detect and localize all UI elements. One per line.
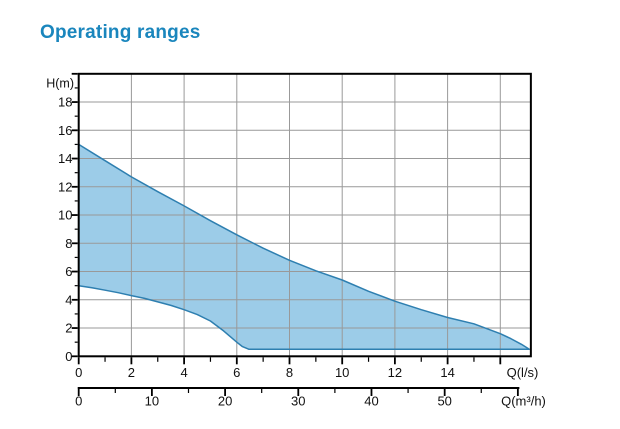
x-ls-tick-label: 10: [335, 365, 349, 380]
x-ls-tick-label: 4: [180, 365, 187, 380]
y-tick-label: 0: [65, 349, 72, 364]
operating-range-region: [78, 144, 530, 350]
y-tick-label: 12: [58, 179, 72, 194]
x-m3h-tick-label: 40: [364, 394, 378, 409]
x-m3h-tick-label: 30: [291, 394, 305, 409]
x-ls-tick-label: 8: [286, 365, 293, 380]
y-tick-label: 8: [65, 236, 72, 251]
y-tick-label: 2: [65, 321, 72, 336]
plot-border: [77, 72, 532, 358]
x-ls-tick-label: 14: [440, 365, 454, 380]
x-ls-tick-label: 0: [75, 365, 82, 380]
x-m3h-tick-label: 50: [437, 394, 451, 409]
y-tick-label: 6: [65, 264, 72, 279]
x-ls-tick-label: 12: [388, 365, 402, 380]
x-m3h-tick-label: 20: [218, 394, 232, 409]
x-axis-m3h-unit-label: Q(m³/h): [501, 394, 546, 409]
y-tick-label: 14: [58, 151, 72, 166]
x-ls-tick-label: 6: [233, 365, 240, 380]
operating-range-outline: [77, 143, 531, 350]
x-m3h-tick-label: 10: [145, 394, 159, 409]
x-m3h-tick-label: 0: [75, 394, 82, 409]
x-ls-tick-label: 2: [128, 365, 135, 380]
y-tick-label: 18: [58, 95, 72, 110]
y-axis-unit-label: H(m): [46, 77, 74, 91]
y-tick-label: 10: [58, 208, 72, 223]
y-tick-label: 16: [58, 123, 72, 138]
page-title: Operating ranges: [40, 21, 201, 43]
y-tick-label: 4: [65, 292, 72, 307]
x-axis-ls-unit-label: Q(l/s): [507, 365, 539, 380]
